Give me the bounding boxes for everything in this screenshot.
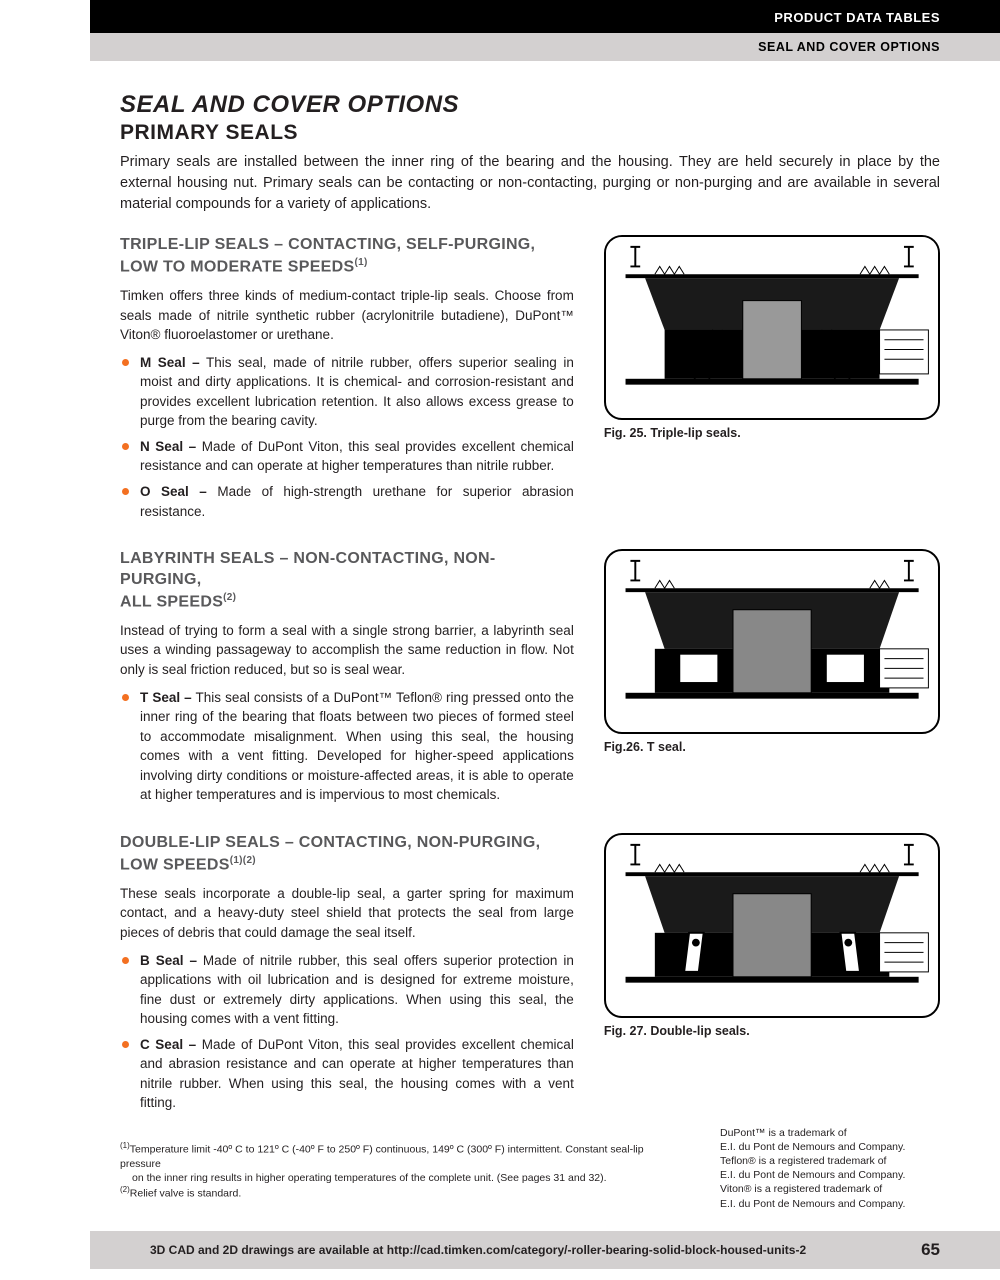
caption-fig-25: Fig. 25. Triple-lip seals. xyxy=(604,426,940,440)
heading-triple-lip: TRIPLE-LIP SEALS – CONTACTING, SELF-PURG… xyxy=(120,235,574,278)
figure-26-diagram xyxy=(604,549,940,734)
item-n-seal: N Seal – Made of DuPont Viton, this seal… xyxy=(136,437,574,476)
section-triple-lip: TRIPLE-LIP SEALS – CONTACTING, SELF-PURG… xyxy=(120,235,940,527)
caption-fig-27: Fig. 27. Double-lip seals. xyxy=(604,1024,940,1038)
item-o-seal: O Seal – Made of high-strength urethane … xyxy=(136,482,574,521)
caption-fig-26: Fig.26. T seal. xyxy=(604,740,940,754)
page-number: 65 xyxy=(921,1240,940,1260)
body-labyrinth: Instead of trying to form a seal with a … xyxy=(120,621,574,680)
figure-27-diagram xyxy=(604,833,940,1018)
intro-paragraph: Primary seals are installed between the … xyxy=(120,152,940,215)
section-labyrinth: LABYRINTH SEALS – NON-CONTACTING, NON-PU… xyxy=(120,549,940,811)
footer-bar: 3D CAD and 2D drawings are available at … xyxy=(90,1231,1000,1269)
item-t-seal: T Seal – This seal consists of a DuPont™… xyxy=(136,688,574,805)
heading-double-lip: DOUBLE-LIP SEALS – CONTACTING, NON-PURGI… xyxy=(120,833,574,876)
footer-text: 3D CAD and 2D drawings are available at … xyxy=(150,1243,806,1257)
figure-25-diagram xyxy=(604,235,940,420)
body-triple-lip: Timken offers three kinds of medium-cont… xyxy=(120,286,574,345)
section-double-lip: DOUBLE-LIP SEALS – CONTACTING, NON-PURGI… xyxy=(120,833,940,1119)
heading-labyrinth: LABYRINTH SEALS – NON-CONTACTING, NON-PU… xyxy=(120,549,574,613)
header-sub: SEAL AND COVER OPTIONS xyxy=(90,33,1000,61)
item-c-seal: C Seal – Made of DuPont Viton, this seal… xyxy=(136,1035,574,1113)
item-m-seal: M Seal – This seal, made of nitrile rubb… xyxy=(136,353,574,431)
header-top: PRODUCT DATA TABLES xyxy=(90,0,1000,33)
trademark-note: DuPont™ is a trademark of E.I. du Pont d… xyxy=(720,1126,940,1211)
body-double-lip: These seals incorporate a double-lip sea… xyxy=(120,884,574,943)
title-sub: PRIMARY SEALS xyxy=(120,121,940,145)
item-b-seal: B Seal – Made of nitrile rubber, this se… xyxy=(136,951,574,1029)
title-main: SEAL AND COVER OPTIONS xyxy=(120,91,940,119)
